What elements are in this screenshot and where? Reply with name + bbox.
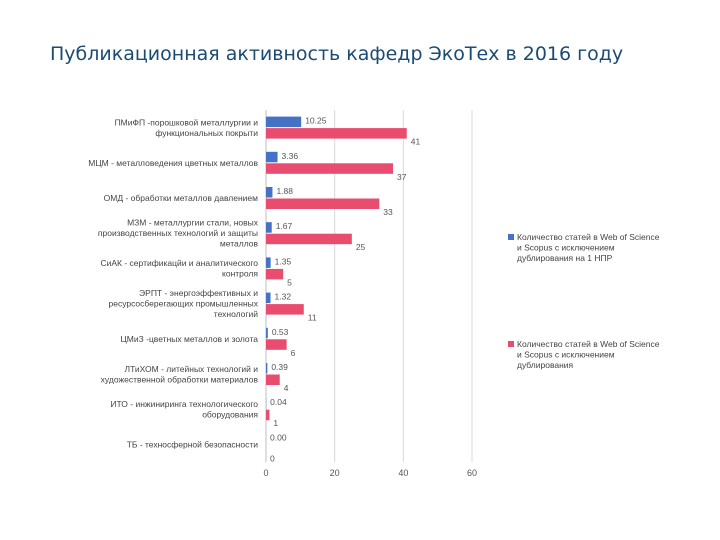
x-axis-ticks: 0 20 40 60: [263, 468, 477, 478]
data-label-total: 5: [287, 277, 292, 287]
data-label-total: 1: [273, 418, 278, 428]
data-label-total: 33: [383, 207, 393, 217]
bar-per-npr: [266, 222, 272, 233]
category-label: МЗМ - металлургии стали, новых производст…: [98, 218, 259, 249]
category-labels: ПМиФП -порошковой металлургии и функциона…: [88, 117, 258, 449]
x-tick-label: 60: [467, 468, 477, 478]
data-label-per-npr: 1.67: [276, 221, 293, 231]
data-label-total: 6: [291, 348, 296, 358]
bar-per-npr: [266, 363, 268, 374]
data-label-total: 37: [397, 172, 407, 182]
data-label-per-npr: 1.32: [275, 292, 292, 302]
x-tick-label: 0: [263, 468, 268, 478]
legend: Количество статей в Web of Science и Scop…: [508, 232, 660, 370]
category-label: ТБ - техносферной безопасности: [127, 439, 259, 449]
category-label: ЭРПТ - энергоэффективных и ресурсосберега…: [109, 288, 259, 319]
x-tick-label: 20: [330, 468, 340, 478]
bar-total: [266, 339, 287, 350]
data-label-total: 11: [308, 313, 317, 323]
category-label: МЦМ - металловедения цветных металлов: [88, 158, 258, 168]
category-label: ЦМиЗ -цветных металлов и золота: [121, 334, 259, 344]
data-label-per-npr: 1.88: [276, 186, 293, 196]
data-label-per-npr: 0.53: [272, 327, 289, 337]
chart-title: Публикационная активность кафедр ЭкоТех …: [50, 43, 623, 65]
data-label-per-npr: 3.36: [282, 151, 299, 161]
bar-per-npr: [266, 292, 271, 304]
bar-per-npr: [266, 257, 271, 268]
data-label-per-npr: 0.00: [270, 432, 287, 442]
data-label-per-npr: 0.39: [271, 362, 288, 372]
bar-per-npr: [266, 151, 278, 163]
bar-total: [266, 268, 284, 280]
data-label-per-npr: 10.25: [305, 116, 327, 126]
data-label-total: 4: [284, 383, 289, 393]
data-label-total: 41: [411, 137, 421, 147]
data-label-per-npr: 1.35: [275, 256, 292, 266]
x-tick-label: 40: [398, 468, 408, 478]
bar-per-npr: [266, 116, 302, 128]
legend-swatch-per-npr: [508, 234, 514, 240]
legend-swatch-total: [508, 341, 514, 347]
bar-total: [266, 163, 394, 174]
bar-total: [266, 409, 270, 421]
data-label-total: 25: [356, 242, 366, 252]
bar-total: [266, 233, 352, 245]
category-label: СиАК - сертификацйи и аналитического конт…: [100, 258, 258, 279]
data-label-total: 0: [270, 453, 275, 463]
category-label: ПМиФП -порошковой металлургии и функциона…: [115, 117, 259, 138]
bar-per-npr: [266, 327, 268, 339]
bar-total: [266, 374, 280, 385]
category-label: ЛТиХОМ - литейных технологий и художестве…: [101, 364, 259, 385]
grid: [265, 110, 473, 462]
bar-per-npr: [266, 187, 273, 198]
data-label-per-npr: 0.04: [270, 397, 287, 407]
bars: 10.25413.36371.88331.67251.3551.32110.53…: [266, 116, 421, 463]
legend-label-total: Количество статей в Web of Science и Scop…: [517, 339, 660, 370]
bar-total: [266, 198, 380, 209]
category-label: ИТО - инжиниринга технологического оборуд…: [110, 399, 258, 420]
bar-total: [266, 304, 304, 315]
category-label: ОМД - обработки металлов давлением: [104, 193, 258, 203]
legend-label-per-npr: Количество статей в Web of Science и Scop…: [517, 232, 660, 263]
bar-total: [266, 128, 407, 139]
